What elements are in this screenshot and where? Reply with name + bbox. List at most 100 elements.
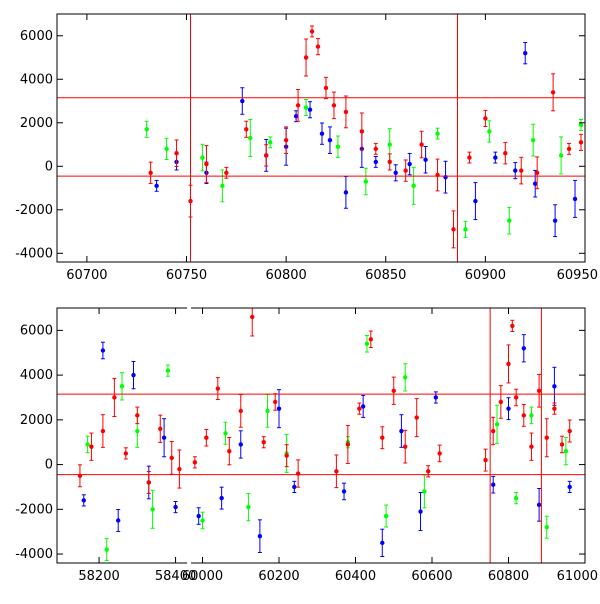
data-point xyxy=(250,314,255,320)
data-point xyxy=(100,348,106,353)
data-point xyxy=(240,98,245,104)
x-tick-label: 61000 xyxy=(557,569,598,584)
data-point xyxy=(224,170,229,176)
data-point xyxy=(334,469,339,474)
data-point xyxy=(521,413,527,418)
data-point xyxy=(578,122,584,128)
y-tick-label: 6000 xyxy=(20,323,53,338)
x-tick-label: 60600 xyxy=(411,569,452,584)
data-point xyxy=(335,144,341,149)
y-tick-label: 0 xyxy=(45,159,53,174)
top-panel: -4000 -2000 0 2000 4000 6000 60700 60750 60800 60… xyxy=(15,13,598,283)
data-point xyxy=(411,183,416,189)
data-point xyxy=(493,155,498,160)
data-point xyxy=(393,170,398,176)
data-point xyxy=(387,142,392,147)
data-point xyxy=(463,227,468,232)
data-point xyxy=(267,140,273,145)
data-point xyxy=(315,44,321,49)
x-tick-label: 60800 xyxy=(265,268,306,283)
data-point xyxy=(115,518,121,523)
data-point xyxy=(373,159,378,165)
data-point xyxy=(215,386,221,391)
data-point xyxy=(422,489,427,494)
data-point xyxy=(204,435,209,440)
data-point xyxy=(503,151,508,156)
data-point xyxy=(437,451,442,456)
data-point xyxy=(238,408,243,414)
x-tick-label: 60850 xyxy=(365,268,406,283)
data-point xyxy=(341,489,347,494)
data-point xyxy=(414,415,419,420)
data-point xyxy=(419,142,424,147)
y-tick-label: 2000 xyxy=(20,116,53,131)
data-point xyxy=(567,428,572,434)
data-point xyxy=(536,388,542,393)
data-point xyxy=(418,509,423,514)
data-point xyxy=(146,480,151,485)
data-point xyxy=(154,183,159,189)
data-point xyxy=(219,495,224,501)
data-point xyxy=(112,395,117,400)
data-point xyxy=(345,442,351,447)
x-tick-label: 60200 xyxy=(258,569,299,584)
x-tick-label: 58400 xyxy=(155,569,196,584)
data-point xyxy=(425,469,431,474)
data-point xyxy=(165,368,171,373)
data-point xyxy=(174,151,179,156)
data-point xyxy=(327,137,333,143)
data-point xyxy=(123,451,129,456)
data-point xyxy=(357,406,362,411)
data-point xyxy=(513,395,519,400)
data-point xyxy=(387,159,392,165)
data-point xyxy=(323,85,329,91)
y-tick-label: -2000 xyxy=(15,502,53,517)
data-point xyxy=(572,196,578,202)
data-point xyxy=(204,161,209,167)
data-point xyxy=(227,448,232,454)
data-point xyxy=(373,146,378,152)
data-point xyxy=(536,502,542,508)
data-point xyxy=(391,388,396,393)
data-point xyxy=(293,114,299,119)
data-point xyxy=(513,168,518,173)
data-point xyxy=(303,55,309,60)
data-point xyxy=(559,442,565,447)
data-point xyxy=(200,518,205,523)
data-point xyxy=(544,435,549,440)
data-point xyxy=(563,448,569,454)
data-point xyxy=(473,198,478,204)
data-point xyxy=(550,90,556,95)
plot-area xyxy=(57,14,585,262)
data-point xyxy=(364,341,370,346)
data-point xyxy=(552,218,558,223)
y-tick-label: -2000 xyxy=(15,203,53,218)
series-0 xyxy=(154,41,578,238)
data-point xyxy=(407,161,412,167)
data-point xyxy=(248,135,253,141)
data-point xyxy=(506,406,511,411)
data-point xyxy=(467,155,472,160)
data-point xyxy=(510,323,515,329)
data-point xyxy=(383,513,389,519)
y-tick-label: -4000 xyxy=(15,246,53,261)
data-point xyxy=(104,547,109,552)
data-point xyxy=(380,540,385,546)
data-point xyxy=(169,455,174,461)
x-tick-label: 60800 xyxy=(488,569,529,584)
y-tick-label: 0 xyxy=(45,458,53,473)
y-tick-label: 4000 xyxy=(20,72,53,87)
data-point xyxy=(319,131,325,136)
data-point xyxy=(433,395,439,400)
data-point xyxy=(567,484,572,490)
data-point xyxy=(100,428,106,434)
data-point xyxy=(558,153,564,158)
data-point xyxy=(135,428,140,434)
data-point xyxy=(360,404,366,409)
data-point xyxy=(506,361,511,367)
axis-frame-right xyxy=(191,307,586,564)
data-point xyxy=(552,406,557,411)
